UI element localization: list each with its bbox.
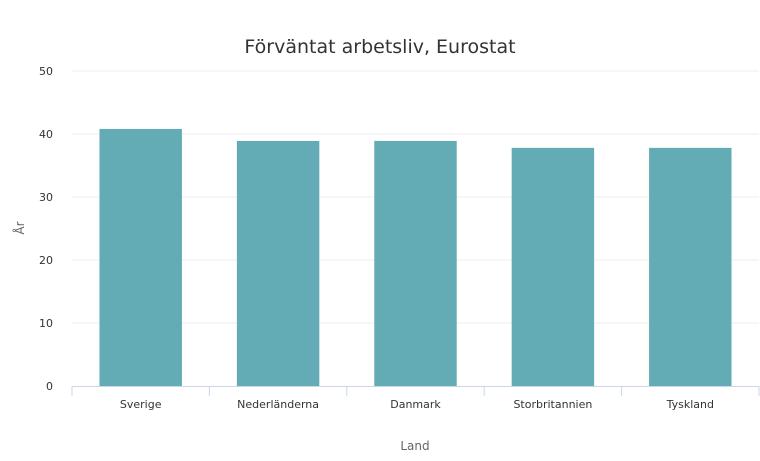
x-tick-label: Tyskland <box>666 398 714 411</box>
y-tick-label: 40 <box>39 128 53 141</box>
bar-sverige <box>99 128 182 386</box>
chart-title: Förväntat arbetsliv, Eurostat <box>244 36 515 58</box>
x-tick-label: Nederländerna <box>237 398 319 411</box>
y-tick-label: 50 <box>39 65 53 78</box>
x-axis-title: Land <box>400 439 429 453</box>
bar-nederländerna <box>236 140 320 386</box>
x-tick-label: Storbritannien <box>513 398 592 411</box>
x-tick-label: Sverige <box>120 398 162 411</box>
x-tick-label: Danmark <box>390 398 441 411</box>
y-tick-label: 0 <box>46 380 53 393</box>
bar-danmark <box>374 140 457 386</box>
y-tick-label: 30 <box>39 191 53 204</box>
bar-storbritannien <box>511 147 595 386</box>
y-tick-label: 20 <box>39 254 53 267</box>
y-axis-title: År <box>12 221 27 234</box>
axes: 0 10 20 30 40 50 Sverige Nederländerna Danmark St… <box>39 65 760 411</box>
bar-tyskland <box>649 147 732 386</box>
bars <box>99 128 732 386</box>
y-tick-label: 10 <box>39 317 53 330</box>
